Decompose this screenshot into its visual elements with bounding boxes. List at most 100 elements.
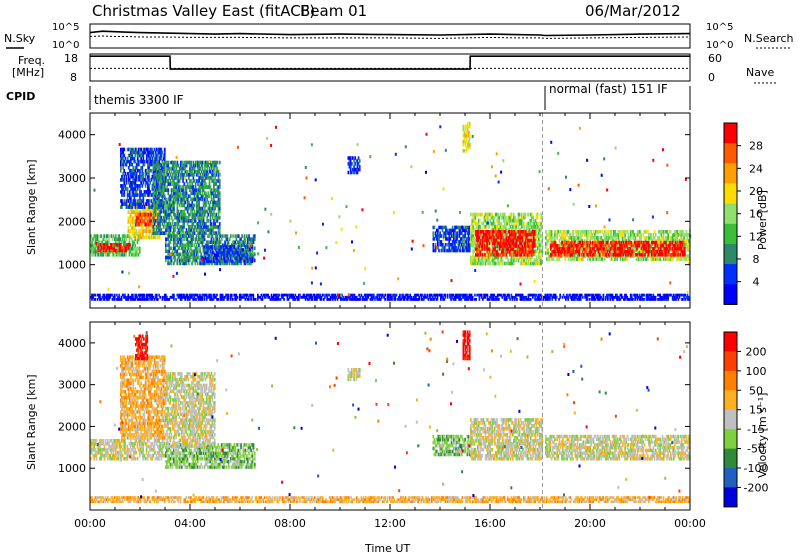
scatter-cell [209, 200, 212, 205]
scatter-cell [167, 182, 170, 186]
scatter-cell [185, 231, 188, 235]
scatter-cell [151, 187, 154, 191]
scatter-cell [133, 156, 136, 161]
scatter-cell [125, 181, 128, 185]
scatter-cell [138, 219, 141, 224]
scatter-cell [167, 222, 170, 226]
scatter-cell [213, 212, 215, 217]
scatter-cell [158, 159, 160, 164]
scatter-cell [147, 207, 150, 211]
scatter-cell [155, 228, 158, 232]
scatter-cell [138, 212, 141, 217]
scatter-cell [137, 215, 140, 220]
scatter-cell [155, 225, 158, 229]
scatter-cell [103, 248, 105, 253]
scatter-cell [124, 245, 127, 250]
scatter-cell [130, 252, 133, 257]
scatter-cell [185, 188, 188, 192]
scatter-cell [143, 193, 146, 197]
scatter-cell [135, 162, 138, 167]
scatter-cell [192, 228, 195, 232]
scatter-cell [182, 219, 184, 223]
scatter-cell [132, 249, 134, 254]
scatter-cell [138, 246, 141, 251]
scatter-cell [135, 216, 137, 221]
scatter-cell [182, 163, 184, 168]
scatter-cell [186, 182, 189, 186]
scatter-cell [145, 153, 148, 158]
scatter-cell [210, 228, 213, 232]
scatter-cell [148, 199, 150, 203]
scatter-cell [201, 206, 204, 211]
scatter-cell [175, 163, 178, 168]
scatter-cell [200, 228, 203, 232]
scatter-cell [173, 166, 175, 171]
scatter-cell [121, 156, 123, 161]
scatter-cell [194, 185, 197, 189]
scatter-cell [191, 209, 194, 214]
scatter-cell [151, 162, 154, 167]
scatter-cell [198, 225, 200, 229]
scatter-cell [200, 222, 203, 226]
scatter-cell [180, 163, 182, 168]
scatter-cell [94, 249, 97, 254]
scatter-cell [192, 231, 195, 235]
scatter-cell [150, 178, 153, 182]
scatter-cell [131, 190, 133, 194]
scatter-cell [188, 160, 190, 165]
scatter-cell [132, 165, 135, 170]
scatter-cell [94, 237, 97, 242]
scatter-cell [186, 185, 189, 189]
scatter-cell [201, 197, 204, 202]
scatter-cell [527, 212, 530, 217]
scatter-cell [551, 240, 553, 245]
scatter-cell [179, 234, 182, 238]
scatter-cell [662, 230, 665, 234]
scatter-cell [181, 212, 183, 217]
scatter-cell [174, 188, 176, 192]
scatter-cell [136, 199, 139, 203]
scatter-cell [165, 188, 167, 192]
scatter-cell [194, 182, 197, 186]
beam-label: Beam 01 [300, 2, 367, 20]
scatter-cell [162, 200, 165, 205]
scatter-cell [140, 147, 142, 152]
scatter-cell [165, 243, 167, 247]
scatter-cell [201, 179, 204, 183]
scatter-cell [198, 206, 200, 211]
scatter-cell [213, 225, 215, 229]
scatter-cell [152, 179, 155, 183]
scatter-cell [153, 184, 156, 188]
scatter-cell [206, 209, 208, 214]
scatter-cell [210, 259, 213, 264]
scatter-cell [205, 203, 207, 208]
scatter-cell [109, 243, 112, 247]
scatter-cell [153, 166, 156, 171]
scatter-cell [171, 231, 174, 235]
scatter-cell [142, 162, 145, 167]
scatter-cell [175, 252, 177, 257]
scatter-cell [130, 187, 132, 191]
scatter-cell [554, 240, 557, 245]
scatter-cell [137, 222, 140, 227]
scatter-cell [133, 246, 135, 251]
scatter-cell [171, 194, 174, 199]
scatter-cell [205, 185, 207, 189]
scatter-cell [120, 162, 122, 167]
scatter-cell [152, 212, 155, 217]
scatter-cell [175, 243, 177, 247]
scatter-cell [171, 179, 174, 183]
scatter-cell [185, 194, 188, 199]
scatter-cell [147, 175, 149, 179]
scatter-cell [136, 219, 138, 224]
scatter-cell [178, 237, 181, 241]
scatter-cell [155, 179, 158, 183]
scatter-cell [125, 187, 128, 191]
scatter-cell [161, 200, 164, 205]
scatter-cell [136, 156, 139, 161]
scatter-cell [218, 182, 221, 186]
scatter-cell [193, 169, 196, 174]
scatter-cell [159, 163, 162, 168]
scatter-cell [193, 209, 196, 214]
scatter-cell [120, 252, 123, 257]
